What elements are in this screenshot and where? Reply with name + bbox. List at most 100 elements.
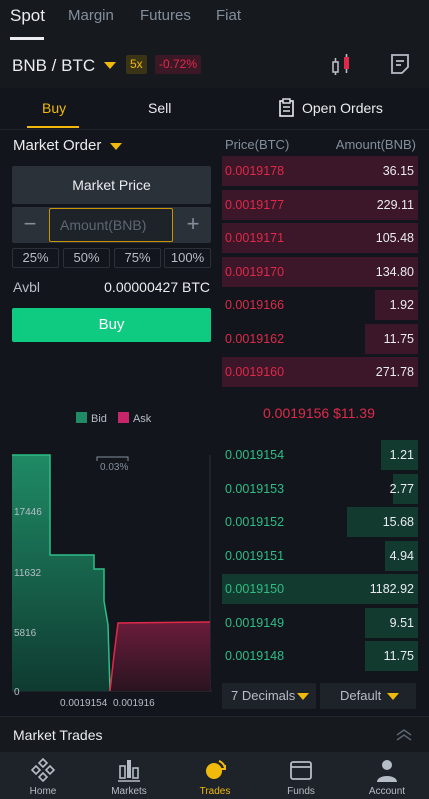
row-price: 0.0019162 [225,331,285,346]
row-price: 0.0019150 [225,582,285,596]
nav-funds[interactable]: Funds [258,752,344,799]
market-price-field: Market Price [12,166,211,204]
top-nav: Spot Margin Futures Fiat [0,0,429,40]
tab-sell[interactable]: Sell [148,100,172,116]
tab-fiat[interactable]: Fiat [216,7,242,24]
decimals-selector[interactable]: 7 Decimals [222,683,316,709]
chevron-up-icon[interactable] [395,729,413,741]
tab-futures[interactable]: Futures [140,7,191,24]
row-amount: 1182.92 [369,582,414,596]
percent-25-button[interactable]: 25% [12,248,59,268]
account-icon [377,760,397,782]
percent-50-button[interactable]: 50% [63,248,110,268]
row-price: 0.0019178 [225,164,285,178]
chevron-down-icon [297,693,309,700]
bid-row[interactable]: 0.0019150 1182.92 [222,574,418,604]
depth-bar [365,323,418,354]
bid-swatch [76,412,87,423]
clipboard-icon[interactable] [278,98,296,118]
nav-label: Trades [199,786,231,797]
chevron-down-icon[interactable] [110,143,122,150]
tab-margin[interactable]: Margin [68,7,114,24]
available-label: Avbl [13,279,40,295]
increase-amount-button[interactable]: + [186,211,200,236]
bid-row[interactable]: 0.0019151 4.94 [222,540,418,571]
home-icon [30,757,56,783]
bid-row[interactable]: 0.0019153 2.77 [222,473,418,504]
market-trades-bar[interactable]: Market Trades [0,716,429,752]
chevron-down-icon[interactable] [104,62,116,69]
row-price: 0.0019154 [225,448,285,462]
ask-row[interactable]: 0.0019162 11.75 [222,323,418,354]
depth-bar [222,357,418,387]
depth-chart[interactable]: 0.03% 17446 11632 5816 0 0.0019154 0.001… [0,445,214,710]
bid-row[interactable]: 0.0019152 15.68 [222,507,418,537]
legend-bid: Bid [91,413,107,425]
price-header: Price(BTC) [225,137,290,152]
depth-bar [222,574,418,604]
ask-row[interactable]: 0.0019160 271.78 [222,357,418,387]
nav-markets[interactable]: Markets [86,752,172,799]
row-amount: 11.75 [383,649,414,663]
order-type-selector[interactable]: Market Order [13,137,102,154]
bid-row[interactable]: 0.0019154 1.21 [222,440,418,470]
last-price-usd: $11.39 [333,405,375,421]
trades-icon [206,760,226,779]
depth-bar [222,223,418,253]
nav-label: Markets [111,786,147,797]
nav-label: Funds [287,786,315,797]
row-price: 0.0019148 [225,649,285,663]
amount-input[interactable] [49,208,173,242]
depth-bar [392,473,418,504]
ask-row[interactable]: 0.0019166 1.92 [222,290,418,320]
chevron-down-icon [387,693,399,700]
ask-row[interactable]: 0.0019170 134.80 [222,256,418,287]
leverage-badge: 5x [126,55,147,74]
pair-bar [0,40,429,88]
wallet-icon [290,761,312,780]
row-amount: 2.77 [389,481,414,496]
buy-button[interactable]: Buy [12,308,211,342]
y-tick-label: 17446 [14,507,42,518]
tab-spot[interactable]: Spot [10,6,45,25]
nav-trades[interactable]: Trades [172,752,258,799]
tab-open-orders[interactable]: Open Orders [302,100,383,116]
row-price: 0.0019166 [225,298,285,312]
nav-home[interactable]: Home [0,752,86,799]
nav-account[interactable]: Account [344,752,429,799]
row-amount: 15.68 [382,515,414,529]
row-amount: 36.15 [382,164,414,178]
bid-row[interactable]: 0.0019148 11.75 [222,641,418,671]
market-trades-label: Market Trades [13,727,103,743]
percent-100-button[interactable]: 100% [164,248,211,268]
x-tick-label: 0.001916 [113,698,155,709]
x-tick-label: 0.0019154 [60,698,108,709]
row-amount: 271.78 [375,365,414,379]
nav-label: Home [29,786,57,797]
y-tick-label: 11632 [14,568,42,579]
notes-icon[interactable] [389,53,411,75]
trade-tabs: Buy Sell Open Orders [0,88,429,130]
row-price: 0.0019170 [225,264,285,279]
last-price-btc: 0.0019156 [263,405,330,421]
pair-selector[interactable]: BNB / BTC [12,56,96,75]
row-amount: 1.21 [389,448,414,462]
bid-row[interactable]: 0.0019149 9.51 [222,607,418,638]
ask-row[interactable]: 0.0019178 36.15 [222,156,418,186]
ask-row[interactable]: 0.0019177 229.11 [222,189,418,220]
row-amount: 134.80 [375,264,414,279]
depth-bar [380,440,418,470]
depth-bar [347,507,418,537]
depth-bar [384,540,418,571]
percent-75-button[interactable]: 75% [114,248,161,268]
ask-row[interactable]: 0.0019171 105.48 [222,223,418,253]
depth-bar [222,156,418,186]
candlestick-chart-icon[interactable] [330,54,354,76]
tab-buy[interactable]: Buy [42,100,67,116]
row-price: 0.0019171 [225,231,285,245]
decimals-label: 7 Decimals [231,688,296,703]
view-selector[interactable]: Default [320,683,416,709]
last-price: 0.0019156 $11.39 [263,405,375,421]
decrease-amount-button[interactable]: − [23,211,37,236]
active-tab-underline [27,126,79,128]
